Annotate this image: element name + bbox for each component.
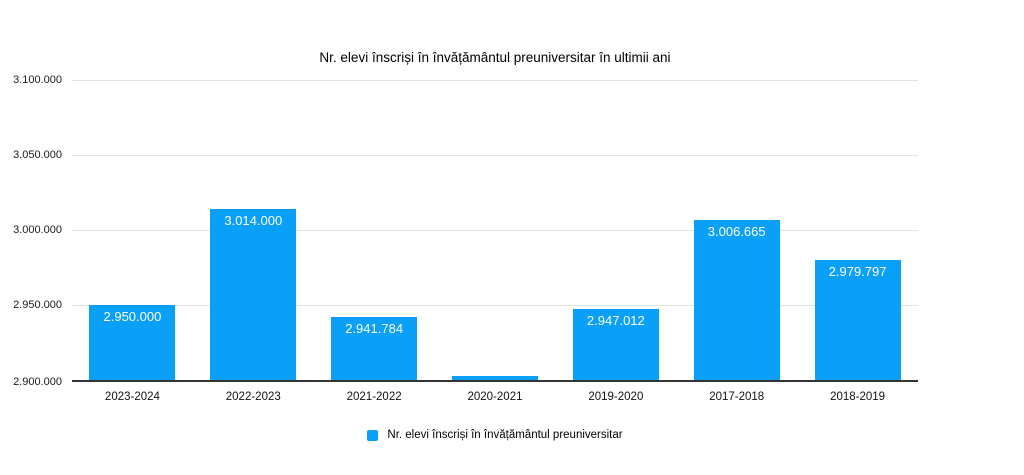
x-axis-category-label: 2017-2018 — [709, 391, 765, 403]
x-axis-category-label: 2021-2022 — [346, 391, 402, 403]
bar-value-label: 2.947.012 — [586, 313, 645, 329]
legend-color-swatch — [367, 429, 379, 441]
legend-label: Nr. elevi înscriși în învățământul preun… — [387, 429, 623, 441]
plot-area: 2.950.000 3.014.000 2.941.784 2.947.012 3.00… — [72, 80, 918, 382]
x-axis-category-label: 2019-2020 — [588, 391, 644, 403]
x-axis: 2023-2024 2022-2023 2021-2022 2020-2021 2019… — [72, 391, 918, 407]
bar-2018-2019: 2.979.797 — [814, 260, 901, 380]
gridline — [72, 80, 918, 81]
bar-2020-2021 — [452, 375, 538, 380]
gridline — [72, 230, 918, 231]
y-axis: 2.900.000 2.950.000 3.000.000 3.050.000 3.10… — [0, 0, 62, 475]
y-axis-tick-label: 2.950.000 — [13, 299, 62, 311]
bar-value-label: 3.006.665 — [707, 224, 766, 240]
chart-title: Nr. elevi înscriși în învățământul preun… — [319, 50, 671, 65]
legend: Nr. elevi înscriși în învățământul preun… — [72, 429, 918, 441]
bar-value-label: 2.950.000 — [103, 309, 162, 324]
bar-2022-2023: 3.014.000 — [210, 209, 297, 380]
y-axis-tick-label: 3.000.000 — [13, 224, 62, 236]
x-axis-line — [72, 380, 918, 382]
gridline — [72, 155, 918, 156]
bar-value-label: 2.941.784 — [345, 321, 404, 337]
x-axis-category-label: 2022-2023 — [225, 391, 281, 403]
x-axis-category-label: 2023-2024 — [104, 391, 160, 403]
bar-2023-2024: 2.950.000 — [89, 305, 176, 380]
x-axis-category-label: 2020-2021 — [467, 391, 523, 403]
y-axis-tick-label: 2.900.000 — [13, 376, 62, 388]
bar-value-label: 2.979.797 — [828, 264, 887, 280]
bar-2021-2022: 2.941.784 — [331, 317, 418, 380]
bar-value-label: 3.014.000 — [224, 213, 283, 228]
gridline — [72, 305, 918, 306]
y-axis-tick-label: 3.100.000 — [13, 74, 62, 86]
bar-2019-2020: 2.947.012 — [572, 309, 659, 380]
x-axis-category-label: 2018-2019 — [830, 391, 886, 403]
y-axis-tick-label: 3.050.000 — [13, 149, 62, 161]
bar-2017-2018: 3.006.665 — [693, 220, 780, 380]
